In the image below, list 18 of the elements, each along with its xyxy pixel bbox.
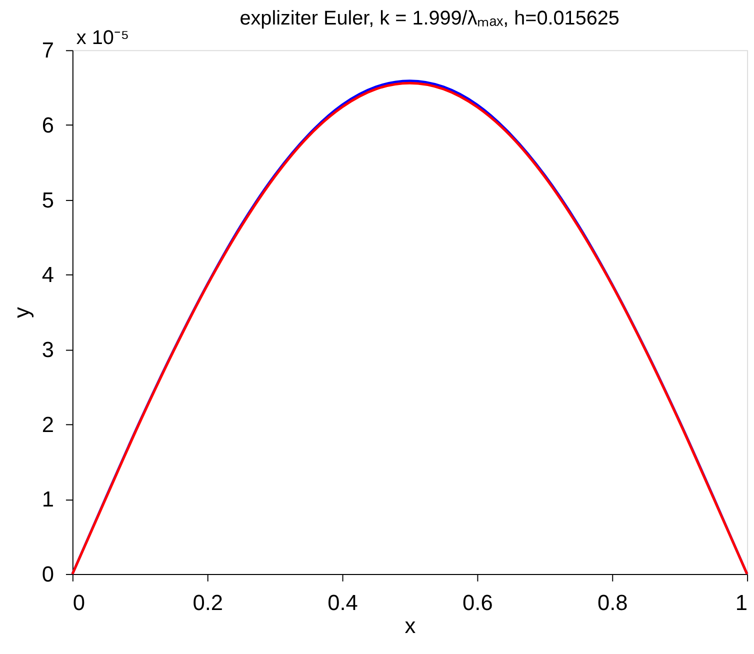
text: x 10⁻⁵ (76, 27, 130, 50)
x-tick-label: 0.8 (597, 590, 628, 616)
x-tick-label: 1 (735, 590, 748, 616)
x-tick-label: 0.4 (328, 590, 358, 616)
y-tick-label: 1 (42, 486, 54, 512)
y-tick-label: 7 (42, 38, 54, 63)
y-tick-label: 4 (42, 262, 54, 288)
y-tick-label: 5 (42, 187, 54, 212)
y-axis-title: y (9, 307, 34, 318)
x-tick-label: 0.6 (462, 590, 493, 616)
chart-title: expliziter Euler, k = 1.999/λₘₐₓ, h=0.015625 (240, 7, 620, 30)
y-tick-label: 6 (42, 112, 54, 138)
x-tick-label: 0.2 (192, 590, 224, 616)
y-tick-label: 0 (42, 561, 54, 586)
y-tick-label: 2 (42, 412, 54, 437)
y-tick-label: 3 (42, 336, 54, 362)
x-tick-label: 0 (72, 590, 86, 616)
x-axis-title: x (404, 613, 416, 638)
